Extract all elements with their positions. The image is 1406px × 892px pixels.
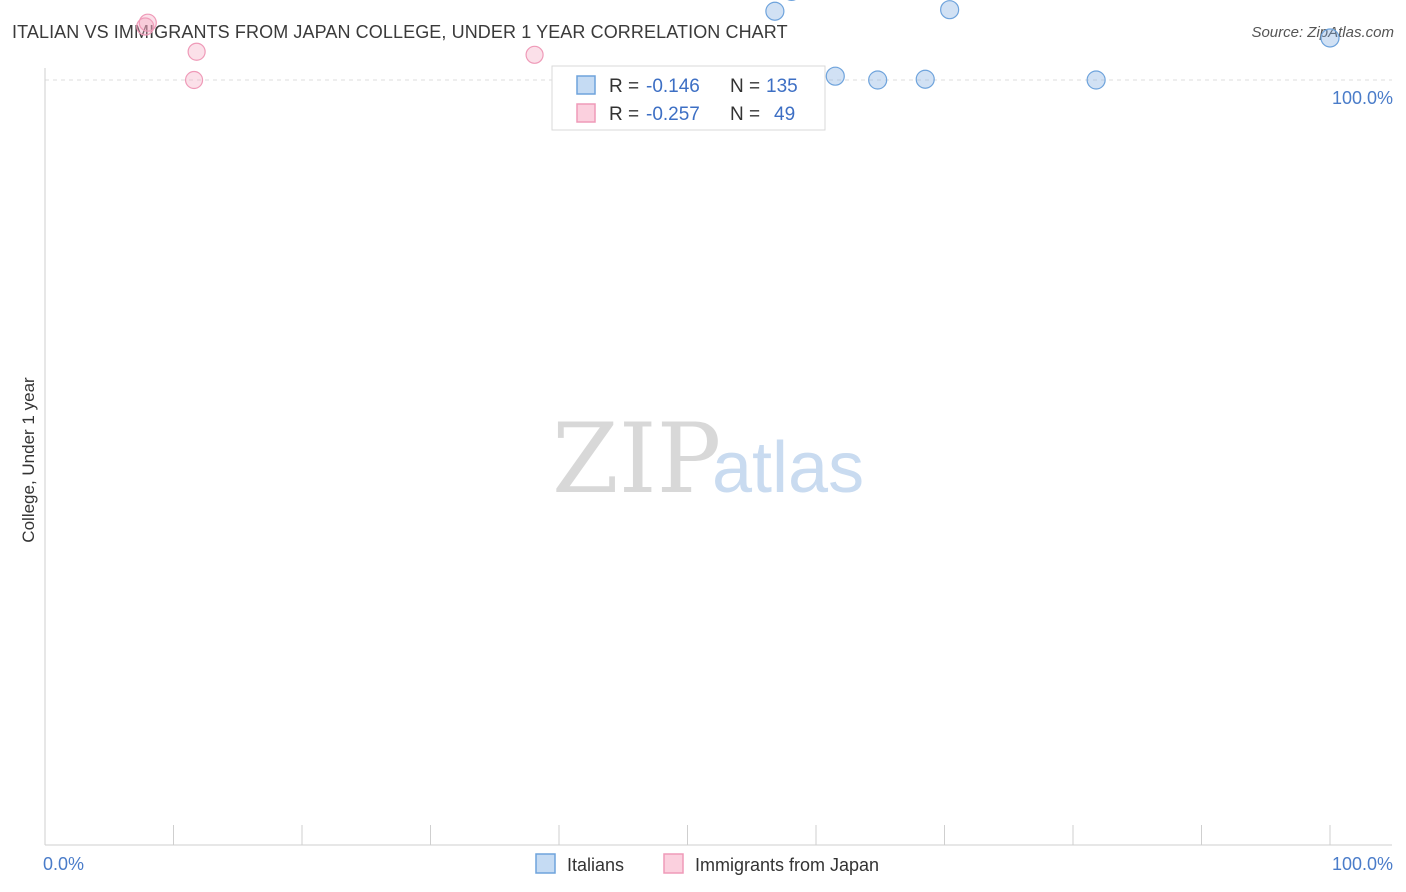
bottom-legend-label-japan: Immigrants from Japan	[695, 855, 879, 875]
watermark-atlas: atlas	[712, 428, 864, 508]
x-tick-label-min: 0.0%	[43, 854, 84, 874]
chart-title: ITALIAN VS IMMIGRANTS FROM JAPAN COLLEGE…	[12, 22, 788, 42]
bottom-legend-swatch-japan	[663, 853, 684, 874]
legend-r-italians: -0.146	[646, 76, 700, 97]
legend-n-label-japan: N =	[730, 104, 760, 125]
italians-point	[765, 1, 785, 21]
bottom-legend-swatch-italians	[535, 853, 556, 874]
italians-point	[825, 66, 845, 86]
bottom-legend: Italians Immigrants from Japan	[535, 853, 879, 875]
japan-points	[136, 13, 544, 90]
y-axis-label: College, Under 1 year	[19, 377, 38, 543]
italians-point	[940, 0, 960, 20]
legend: R = -0.146 N = 135 R = -0.257 N = 49	[551, 65, 826, 131]
japan-point	[187, 42, 206, 61]
italians-points	[765, 0, 1340, 90]
watermark-zip: ZIP	[552, 403, 721, 515]
y-tick-label: 100.0%	[1332, 88, 1393, 108]
japan-point	[184, 70, 204, 90]
italians-point	[915, 69, 935, 89]
bottom-legend-label-italians: Italians	[567, 855, 624, 875]
italians-point	[1086, 70, 1106, 90]
legend-n-label-italians: N =	[730, 76, 760, 97]
italians-point	[1320, 28, 1340, 48]
legend-r-label-italians: R =	[609, 76, 639, 97]
legend-r-label-japan: R =	[609, 104, 639, 125]
legend-swatch-italians	[576, 75, 596, 95]
japan-point	[525, 45, 544, 64]
x-tick-label-max: 100.0%	[1332, 854, 1393, 874]
legend-r-japan: -0.257	[646, 104, 700, 125]
japan-point	[138, 13, 157, 32]
legend-swatch-japan	[576, 103, 596, 123]
legend-n-italians: 135	[766, 76, 798, 97]
axes: 25.0%50.0%75.0%100.0%0.0%100.0%	[43, 68, 1393, 874]
italians-point	[868, 70, 888, 90]
legend-n-japan: 49	[774, 104, 795, 125]
